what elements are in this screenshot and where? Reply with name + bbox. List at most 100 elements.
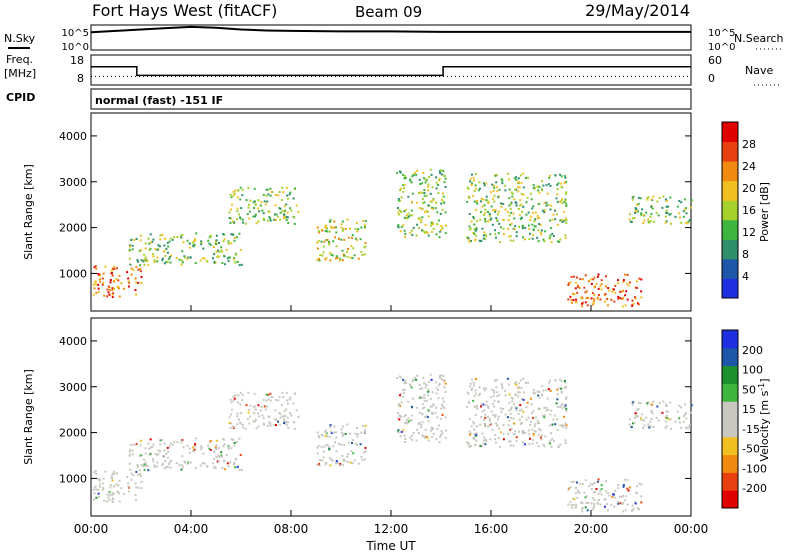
power-cell [411,233,414,236]
velocity-cell [233,425,236,428]
velocity-cell [128,486,131,489]
power-cell [101,277,104,280]
power-cell [227,240,230,243]
power-cell [146,259,149,262]
velocity-cell [513,382,516,385]
velocity-cell [278,395,281,398]
velocity-cell [193,448,196,451]
power-cell [436,211,439,214]
velocity-cell [242,426,245,429]
power-cell [274,204,277,207]
velocity-cell [617,502,620,505]
power-cell [283,215,286,218]
velocity-cell [249,415,252,418]
power-cell [556,213,559,216]
velocity-cell [494,434,497,437]
power-cell [532,205,535,208]
velocity-cell [410,414,413,417]
power-cell [549,184,552,187]
power-cell [135,265,138,268]
power-cell [487,201,490,204]
power-cell [519,218,522,221]
power-cell [496,186,499,189]
power-cell [180,236,183,239]
velocity-cell [269,424,272,427]
velocity-cell [410,434,413,437]
velocity-cell [526,401,529,404]
velocity-cell [286,421,289,424]
velocity-cell [524,431,527,434]
power-cell [334,257,337,260]
power-cell [634,296,637,299]
velocity-cell [127,485,130,488]
velocity-cell [676,410,679,413]
velocity-cell [517,395,520,398]
velocity-cell [183,461,186,464]
power-ytick-label: 1000 [59,267,87,280]
velocity-cell [435,406,438,409]
velocity-cell [560,380,563,383]
velocity-cell [417,432,420,435]
power-cell [186,257,189,260]
power-cell [130,273,133,276]
power-cell [216,249,219,252]
power-colorbar-tick-label: 20 [742,182,756,195]
velocity-cell [400,430,403,433]
power-cell [690,199,693,202]
power-cell [631,304,634,307]
velocity-cell [522,410,525,413]
velocity-cell [221,455,224,458]
power-cell [614,284,617,287]
velocity-cell [135,442,138,445]
power-cell [408,215,411,218]
velocity-cell [148,447,151,450]
freq-label: Freq. [6,53,33,66]
power-cell [522,186,525,189]
velocity-cell [286,402,289,405]
velocity-cell [544,435,547,438]
velocity-cell [490,410,493,413]
velocity-cell [516,386,519,389]
velocity-cell [417,397,420,400]
power-cell [468,225,471,228]
velocity-cell [421,407,424,410]
velocity-cell [286,416,289,419]
power-cell [326,230,329,233]
power-cell [288,193,291,196]
velocity-cell [338,442,341,445]
power-cell [484,233,487,236]
power-cell [400,196,403,199]
power-cell [688,218,691,221]
velocity-cell [236,423,239,426]
power-cell [542,184,545,187]
velocity-cell [150,446,153,449]
power-cell [402,190,405,193]
velocity-cell [329,424,332,427]
power-cell [221,262,224,265]
power-cell [567,298,570,301]
velocity-cell [130,478,133,481]
velocity-cell [501,384,504,387]
velocity-cell [163,442,166,445]
velocity-cell [223,460,226,463]
power-cell [498,222,501,225]
velocity-cell [440,374,443,377]
power-cell [117,287,120,290]
velocity-cell [540,434,543,437]
power-cell [637,203,640,206]
velocity-cell [444,437,447,440]
power-cell [555,197,558,200]
velocity-cell [562,424,565,427]
power-cell [550,204,553,207]
power-cell [506,172,509,175]
power-cell [140,282,143,285]
velocity-cell [316,452,319,455]
velocity-cell [340,443,343,446]
power-cell [573,275,576,278]
power-cell [560,182,563,185]
power-cell [581,301,584,304]
power-cell [94,280,97,283]
velocity-cell [427,409,430,412]
power-cell [341,229,344,232]
power-cell [144,242,147,245]
